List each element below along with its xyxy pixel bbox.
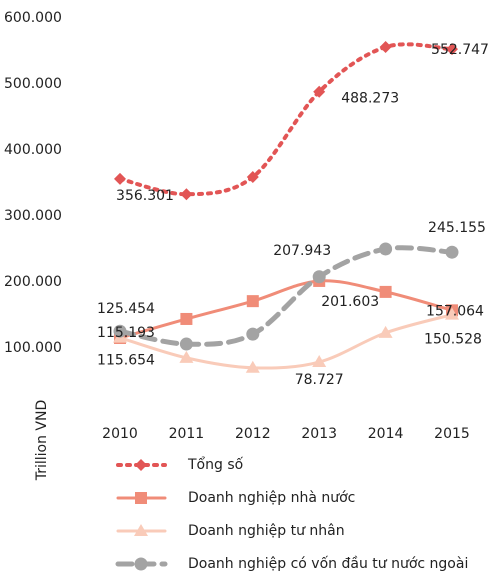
x-tick-label: 2015 — [434, 426, 470, 442]
data-point — [445, 245, 459, 259]
data-label: 201.603 — [321, 294, 379, 310]
data-point — [445, 307, 459, 320]
x-tick-label: 2010 — [102, 426, 138, 442]
legend-marker — [134, 557, 148, 571]
data-point — [246, 171, 259, 184]
data-point — [113, 324, 127, 338]
data-point — [379, 285, 392, 298]
series-line — [118, 42, 454, 197]
data-point — [378, 325, 393, 338]
x-tick-label: 2012 — [235, 426, 271, 442]
y-tick-label: 300.000 — [4, 208, 62, 224]
legend-label: Tổng số — [187, 456, 244, 473]
data-point — [180, 188, 193, 201]
legend-label: Doanh nghiệp nhà nước — [188, 490, 355, 506]
x-tick-label: 2011 — [169, 426, 205, 442]
data-label: 245.155 — [428, 220, 486, 236]
legend-marker — [135, 459, 147, 471]
y-axis-label: Trillion VND — [34, 400, 50, 482]
legend-label: Doanh nghiệp có vốn đầu tư nước ngoài — [188, 555, 468, 571]
x-tick-label: 2013 — [301, 426, 337, 442]
data-point — [246, 327, 260, 341]
data-point — [379, 242, 393, 256]
data-label: 157.064 — [426, 303, 484, 319]
data-point — [312, 355, 327, 368]
y-tick-label: 500.000 — [4, 76, 62, 92]
y-tick-label: 400.000 — [4, 142, 62, 158]
data-point — [313, 85, 326, 98]
y-tick-label: 100.000 — [4, 340, 62, 356]
data-label: 150.528 — [424, 332, 482, 348]
data-point — [179, 337, 193, 351]
legend-marker — [135, 492, 147, 504]
data-point — [246, 295, 259, 308]
data-label: 78.727 — [295, 372, 344, 388]
data-point — [114, 172, 126, 185]
data-label: 125.454 — [97, 301, 155, 317]
data-point — [312, 270, 326, 284]
data-point — [179, 350, 194, 363]
legend-label: Doanh nghiệp tư nhân — [188, 523, 345, 539]
data-point — [245, 360, 260, 373]
data-label: 552.747 — [431, 42, 489, 58]
data-label: 488.273 — [341, 91, 399, 107]
series-line — [118, 279, 454, 340]
series-line — [118, 313, 454, 370]
data-label: 115.654 — [97, 353, 155, 369]
data-label: 207.943 — [273, 243, 331, 259]
y-tick-label: 200.000 — [4, 274, 62, 290]
data-label: 356.301 — [116, 188, 174, 204]
legend-marker — [134, 524, 148, 536]
data-point — [379, 41, 392, 54]
x-tick-label: 2014 — [368, 426, 404, 442]
data-label: 115.193 — [97, 325, 155, 341]
y-tick-label: 600.000 — [4, 10, 62, 26]
data-point — [446, 43, 458, 56]
data-point — [180, 312, 193, 325]
